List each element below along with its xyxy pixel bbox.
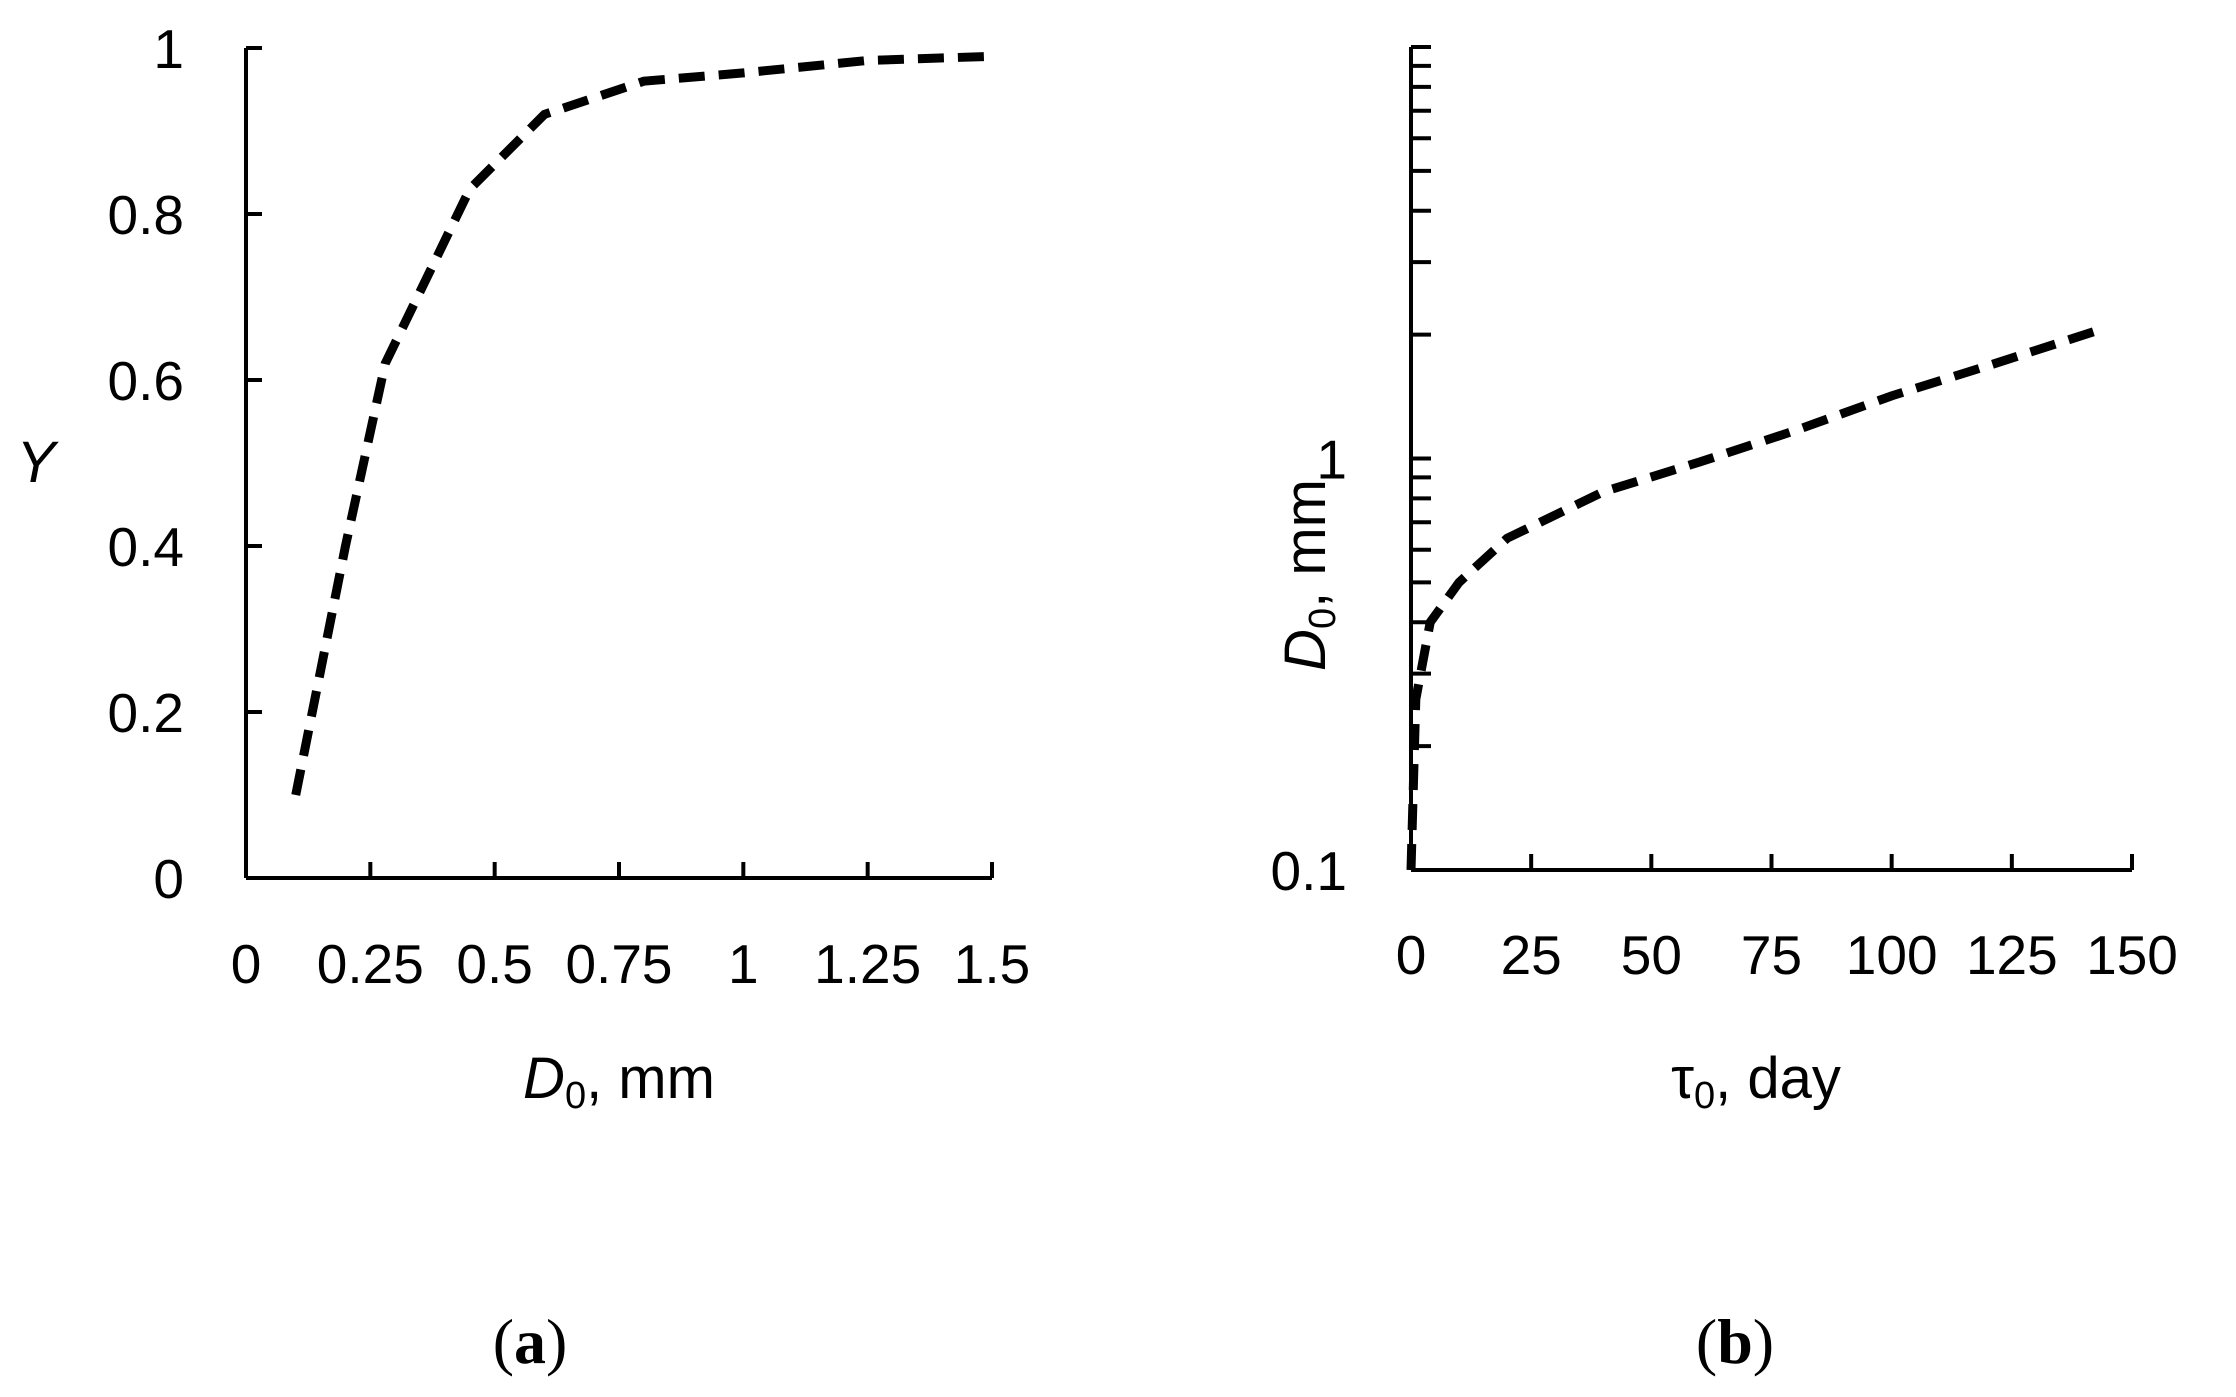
- x-tick-label: 0.25: [317, 933, 424, 995]
- caption-b: (b): [1696, 1306, 1774, 1377]
- caption-a: (a): [493, 1306, 568, 1377]
- chart-a: 00.20.40.60.810 0.25 0.5 0.75 1 1.25 1.5D0, mm…: [17, 18, 1031, 1377]
- x-axis-label-sub: 0: [565, 1075, 586, 1117]
- x-axis-label-var: D: [523, 1046, 565, 1111]
- x-axis-label: D0, mm: [523, 1046, 715, 1117]
- x-tick-label: 25: [1501, 924, 1562, 986]
- y-axis-label: D0, mm: [1273, 479, 1344, 671]
- data-point: [1987, 365, 1988, 366]
- x-axis-label-sub: 0: [1694, 1075, 1715, 1117]
- data-point: [1603, 491, 1604, 492]
- x-tick-label: 150: [2086, 924, 2178, 986]
- x-tick-label: 0: [231, 933, 262, 995]
- x-axis-label: τ0, day: [1671, 1046, 1841, 1117]
- series-line: [1406, 325, 2100, 871]
- y-tick-label: 1: [153, 18, 184, 80]
- y-tick-label: 0.6: [108, 350, 184, 412]
- y-tick-label: 0.8: [108, 184, 184, 246]
- y-axis-label: Y: [17, 430, 60, 495]
- x-tick-label: 0.75: [565, 933, 672, 995]
- y-tick-label: 0.2: [108, 682, 184, 744]
- x-tick-label: 100: [1846, 924, 1938, 986]
- y-tick-label: 0.4: [108, 516, 184, 578]
- x-tick-label: 0.5: [456, 933, 532, 995]
- series-line: [291, 51, 993, 796]
- y-axis-label-var: D: [1273, 629, 1338, 671]
- caption-open-paren: (: [493, 1306, 514, 1377]
- x-tick-label: 1.5: [954, 933, 1030, 995]
- x-axis-label-unit: , day: [1715, 1046, 1841, 1111]
- x-axis-label-unit: , mm: [586, 1046, 715, 1111]
- data-point: [2098, 330, 2099, 331]
- x-tick-label: 1.25: [814, 933, 921, 995]
- caption-letter: b: [1717, 1306, 1753, 1377]
- y-tick-label: 0.1: [1271, 840, 1347, 902]
- y-axis-label-unit: , mm: [1273, 479, 1338, 608]
- data-point: [469, 189, 470, 190]
- caption-close-paren: ): [546, 1306, 567, 1377]
- data-point: [867, 60, 868, 61]
- x-tick-label: 75: [1741, 924, 1802, 986]
- y-tick-label: 0: [153, 848, 184, 910]
- data-point: [1795, 430, 1796, 431]
- x-tick-label: 125: [1966, 924, 2058, 986]
- y-axis-label-sub: 0: [1302, 608, 1344, 629]
- x-axis-label-var: τ: [1671, 1046, 1694, 1111]
- data-point: [992, 56, 993, 57]
- y-tick-label: 1: [1316, 429, 1347, 491]
- x-tick-label: 1: [728, 933, 759, 995]
- caption-open-paren: (: [1696, 1306, 1717, 1377]
- caption-letter: a: [514, 1306, 546, 1377]
- x-tick-label: 0: [1396, 924, 1427, 986]
- x-tick-label: 50: [1621, 924, 1682, 986]
- caption-close-paren: ): [1753, 1306, 1774, 1377]
